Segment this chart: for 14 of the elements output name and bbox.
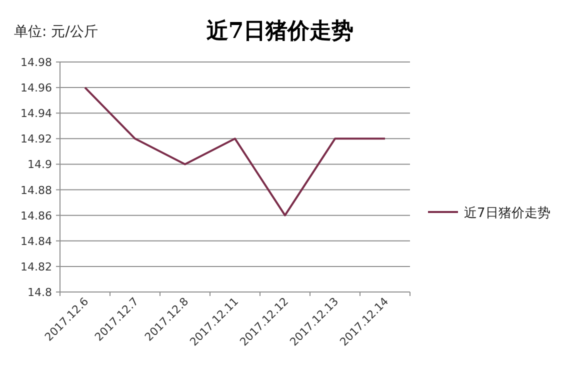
- y-tick-label: 14.98: [20, 56, 52, 69]
- chart-title: 近7日猪价走势: [205, 18, 354, 44]
- y-tick-label: 14.84: [20, 234, 52, 248]
- y-tick-label: 14.94: [20, 107, 52, 120]
- y-tick-label: 14.82: [20, 260, 52, 274]
- y-tick-label: 14.86: [20, 209, 52, 222]
- y-tick-label: 14.9: [28, 158, 52, 172]
- y-tick-label: 14.8: [28, 286, 52, 299]
- legend-label: 近7日猪价走势: [464, 206, 550, 221]
- y-tick-label: 14.92: [20, 132, 52, 146]
- line-series: [84, 86, 386, 216]
- y-tick-label: 14.96: [20, 82, 52, 95]
- y-axis-title: 单位: 元/公斤: [14, 24, 98, 40]
- y-tick-label: 14.88: [20, 184, 52, 197]
